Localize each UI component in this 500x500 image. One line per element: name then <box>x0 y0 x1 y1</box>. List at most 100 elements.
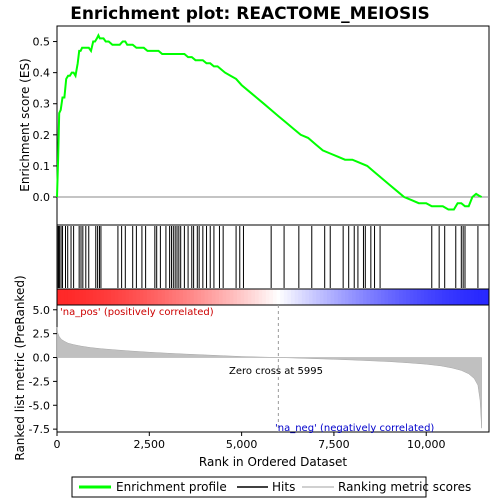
rank-band-segment <box>431 289 436 305</box>
rank-band-segment <box>276 289 281 305</box>
rank-band-segment <box>114 289 119 305</box>
rank-band-segment <box>229 289 234 305</box>
rank-band-segment <box>413 289 418 305</box>
es-panel: 0.0 0.1 0.2 0.3 0.4 0.5 Enrichment score (ES) <box>18 25 490 226</box>
rank-band-segment <box>75 289 80 305</box>
rank-band-segment <box>157 289 162 305</box>
rank-color-band <box>57 289 490 305</box>
es-y-tick-label: 0.4 <box>33 67 51 80</box>
hit-marks <box>56 226 479 288</box>
rank-band-segment <box>478 289 483 305</box>
rank-band-segment <box>402 289 407 305</box>
rank-band-segment <box>193 289 198 305</box>
rank-band-segment <box>121 289 126 305</box>
rank-band-segment <box>283 289 288 305</box>
rank-band-segment <box>334 289 339 305</box>
rank-band-segment <box>424 289 429 305</box>
rank-band-segment <box>125 289 130 305</box>
rank-band-segment <box>96 289 101 305</box>
neg-correlated-label: 'na_neg' (negatively correlated) <box>275 423 434 434</box>
rank-band-segment <box>420 289 425 305</box>
x-tick-label: 10,000 <box>407 438 446 451</box>
metric-y-label: Ranked list metric (PreRanked) <box>13 275 27 460</box>
rank-band-segment <box>287 289 292 305</box>
metric-y-axis: -7.5 -5.0 -2.5 0.0 2.5 5.0 <box>29 304 57 436</box>
rank-band-segment <box>150 289 155 305</box>
rank-band-segment <box>190 289 195 305</box>
rank-band-segment <box>118 289 123 305</box>
rank-band-segment <box>435 289 440 305</box>
rank-band-segment <box>129 289 134 305</box>
rank-band-segment <box>93 289 98 305</box>
x-axis: 0 2,500 5,000 7,500 10,000 <box>54 432 446 451</box>
zero-cross-label: Zero cross at 5995 <box>229 366 323 377</box>
rank-band-segment <box>179 289 184 305</box>
rank-band-segment <box>136 289 141 305</box>
rank-band-segment <box>327 289 332 305</box>
rank-band-segment <box>265 289 270 305</box>
metric-y-tick-label: 5.0 <box>33 304 51 317</box>
rank-band-segment <box>384 289 389 305</box>
rank-band-segment <box>377 289 382 305</box>
rank-band-segment <box>399 289 404 305</box>
rank-band-segment <box>57 289 62 305</box>
rank-band-segment <box>316 289 321 305</box>
rank-band-segment <box>208 289 213 305</box>
rank-band-segment <box>269 289 274 305</box>
rank-band-segment <box>406 289 411 305</box>
es-y-tick-label: 0.1 <box>33 160 51 173</box>
rank-band-segment <box>330 289 335 305</box>
rank-band-segment <box>309 289 314 305</box>
rank-band-segment <box>111 289 116 305</box>
rank-band-segment <box>211 289 216 305</box>
rank-band-segment <box>370 289 375 305</box>
rank-band-segment <box>319 289 324 305</box>
rank-band-segment <box>147 289 152 305</box>
rank-band-segment <box>427 289 432 305</box>
rank-band-segment <box>301 289 306 305</box>
rank-band-segment <box>363 289 368 305</box>
rank-band-segment <box>204 289 209 305</box>
rank-band-segment <box>471 289 476 305</box>
es-y-tick-label: 0.2 <box>33 129 51 142</box>
rank-band-segment <box>78 289 83 305</box>
legend-label-hits: Hits <box>272 480 295 494</box>
rank-band-segment <box>175 289 180 305</box>
rank-band-segment <box>355 289 360 305</box>
rank-band-segment <box>183 289 188 305</box>
rank-band-segment <box>244 289 249 305</box>
chart-title: Enrichment plot: REACTOME_MEIOSIS <box>70 4 430 24</box>
rank-band-segment <box>341 289 346 305</box>
rank-band-segment <box>485 289 490 305</box>
rank-band-segment <box>438 289 443 305</box>
x-tick-label: 0 <box>54 438 61 451</box>
rank-band-segment <box>298 289 303 305</box>
rank-band-segment <box>381 289 386 305</box>
rank-band-segment <box>352 289 357 305</box>
hits-panel <box>56 224 490 306</box>
rank-band-segment <box>294 289 299 305</box>
rank-band-segment <box>100 289 105 305</box>
rank-band-segment <box>312 289 317 305</box>
rank-band-segment <box>258 289 263 305</box>
rank-band-segment <box>168 289 173 305</box>
rank-band-segment <box>139 289 144 305</box>
rank-band-segment <box>474 289 479 305</box>
rank-band-segment <box>67 289 72 305</box>
rank-band-segment <box>348 289 353 305</box>
legend-label-metric: Ranking metric scores <box>338 480 471 494</box>
rank-band-segment <box>255 289 260 305</box>
metric-y-tick-label: 0.0 <box>33 352 51 365</box>
es-plot-frame <box>56 25 490 226</box>
x-tick-label: 2,500 <box>134 438 166 451</box>
es-y-label: Enrichment score (ES) <box>18 58 32 191</box>
rank-band-segment <box>463 289 468 305</box>
rank-band-segment <box>186 289 191 305</box>
metric-y-tick-label: 2.5 <box>33 328 51 341</box>
rank-band-segment <box>132 289 137 305</box>
rank-band-segment <box>226 289 231 305</box>
es-y-tick-label: 0.0 <box>33 191 51 204</box>
x-tick-label: 5,000 <box>226 438 258 451</box>
rank-band-segment <box>240 289 245 305</box>
